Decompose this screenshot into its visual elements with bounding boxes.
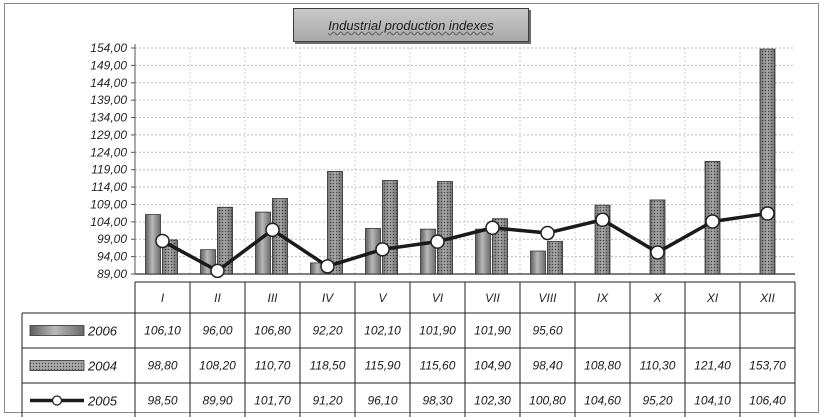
data-table-cell: 153,70 (749, 359, 786, 373)
category-label: IV (322, 291, 334, 305)
point-2005 (760, 206, 775, 221)
point-2005 (210, 263, 225, 279)
y-tick-label: 139,00 (90, 93, 127, 107)
data-table-cell: 98,50 (147, 394, 177, 408)
bar-2004-shade (437, 181, 453, 274)
data-table-cell: 96,10 (367, 394, 397, 408)
y-tick-label: 134,00 (90, 111, 127, 125)
bar-2004-shade (760, 49, 775, 274)
data-table-cell: 115,90 (365, 359, 401, 373)
y-tick-label: 154,00 (90, 41, 127, 55)
category-label: XI (706, 291, 719, 305)
data-table-cell: 100,80 (529, 394, 566, 408)
data-table-cell: 110,70 (255, 359, 291, 373)
point-2005 (595, 212, 610, 228)
category-label: IX (597, 291, 609, 305)
series-line-2005 (161, 211, 768, 273)
data-table-cell: 115,60 (420, 359, 456, 373)
point-2005 (430, 234, 445, 249)
legend-swatch-2006 (29, 325, 85, 336)
data-table-cell: 108,80 (584, 359, 621, 373)
point-2005 (320, 259, 335, 274)
category-label: III (267, 291, 278, 305)
category-label: X (652, 291, 662, 305)
legend-series-name: 2006 (87, 324, 118, 339)
data-table-cell: 106,40 (749, 394, 786, 408)
bar-2006 (475, 228, 491, 275)
data-table-cell: 104,60 (584, 394, 621, 408)
legend-series-name: 2005 (87, 394, 118, 409)
category-label: V (378, 291, 387, 305)
y-tick-label: 114,00 (91, 180, 127, 194)
y-tick-label: 89,00 (97, 267, 127, 281)
data-table-cell: 98,40 (532, 359, 562, 373)
data-table-cell: 108,20 (199, 359, 236, 373)
category-label: VII (485, 291, 500, 305)
data-table-cell: 95,20 (642, 394, 672, 408)
data-table-cell: 101,90 (419, 324, 456, 338)
category-label: VI (432, 291, 444, 305)
data-table-cell: 104,90 (474, 359, 511, 373)
data-table-cell: 102,10 (364, 324, 401, 338)
point-2005 (705, 214, 720, 229)
category-label: I (161, 291, 165, 305)
data-table-cell: 91,20 (312, 394, 342, 408)
data-table-cell: 102,30 (474, 394, 511, 408)
data-table-cell: 101,70 (254, 394, 291, 408)
y-tick-label: 119,00 (91, 163, 127, 177)
y-tick-label: 104,00 (90, 215, 127, 229)
y-tick-label: 124,00 (90, 145, 127, 159)
data-table-cell: 92,20 (312, 324, 342, 338)
y-tick-label: 129,00 (90, 128, 127, 142)
data-table-cell: 98,80 (147, 359, 177, 373)
chart-title: Industrial production indexes (293, 8, 529, 42)
bar-2004-shade (650, 199, 665, 274)
data-table-cell: 89,90 (202, 394, 232, 408)
bar-2004-shade (382, 180, 398, 274)
y-tick-label: 99,00 (97, 232, 127, 246)
point-2005 (650, 245, 665, 260)
data-table-cell: 110,30 (640, 359, 676, 373)
bar-2004-shade (217, 207, 233, 274)
point-2005 (375, 242, 390, 257)
data-table-cell: 121,40 (694, 359, 731, 373)
point-2005 (540, 225, 555, 241)
point-2005 (485, 220, 500, 236)
data-table-cell: 106,10 (144, 324, 181, 338)
legend-marker-2005 (51, 395, 63, 406)
y-tick-label: 109,00 (90, 197, 127, 211)
data-table-cell: 101,90 (474, 324, 511, 338)
data-table-cell: 98,30 (422, 394, 452, 408)
y-tick-label: 149,00 (90, 58, 127, 72)
category-label: XII (759, 291, 775, 305)
bar-2006 (530, 250, 546, 275)
category-label: II (214, 291, 221, 305)
data-table-cell: 118,50 (310, 359, 346, 373)
legend-swatch-2004 (29, 360, 85, 371)
y-tick-label: 94,00 (97, 250, 127, 264)
y-tick-label: 144,00 (90, 76, 127, 90)
bar-2004-shade (327, 171, 343, 274)
point-2005 (265, 222, 280, 238)
data-table-cell: 104,10 (694, 394, 731, 408)
bar-2004-shade (547, 241, 563, 274)
data-table-cell: 106,80 (254, 324, 291, 338)
data-table-cell: 95,60 (532, 324, 562, 338)
category-label: VIII (538, 291, 557, 305)
chart-frame (4, 3, 819, 413)
point-2005 (155, 233, 170, 249)
legend-series-name: 2004 (87, 359, 117, 374)
bar-2006 (255, 211, 271, 275)
data-table-cell: 96,00 (202, 324, 232, 338)
